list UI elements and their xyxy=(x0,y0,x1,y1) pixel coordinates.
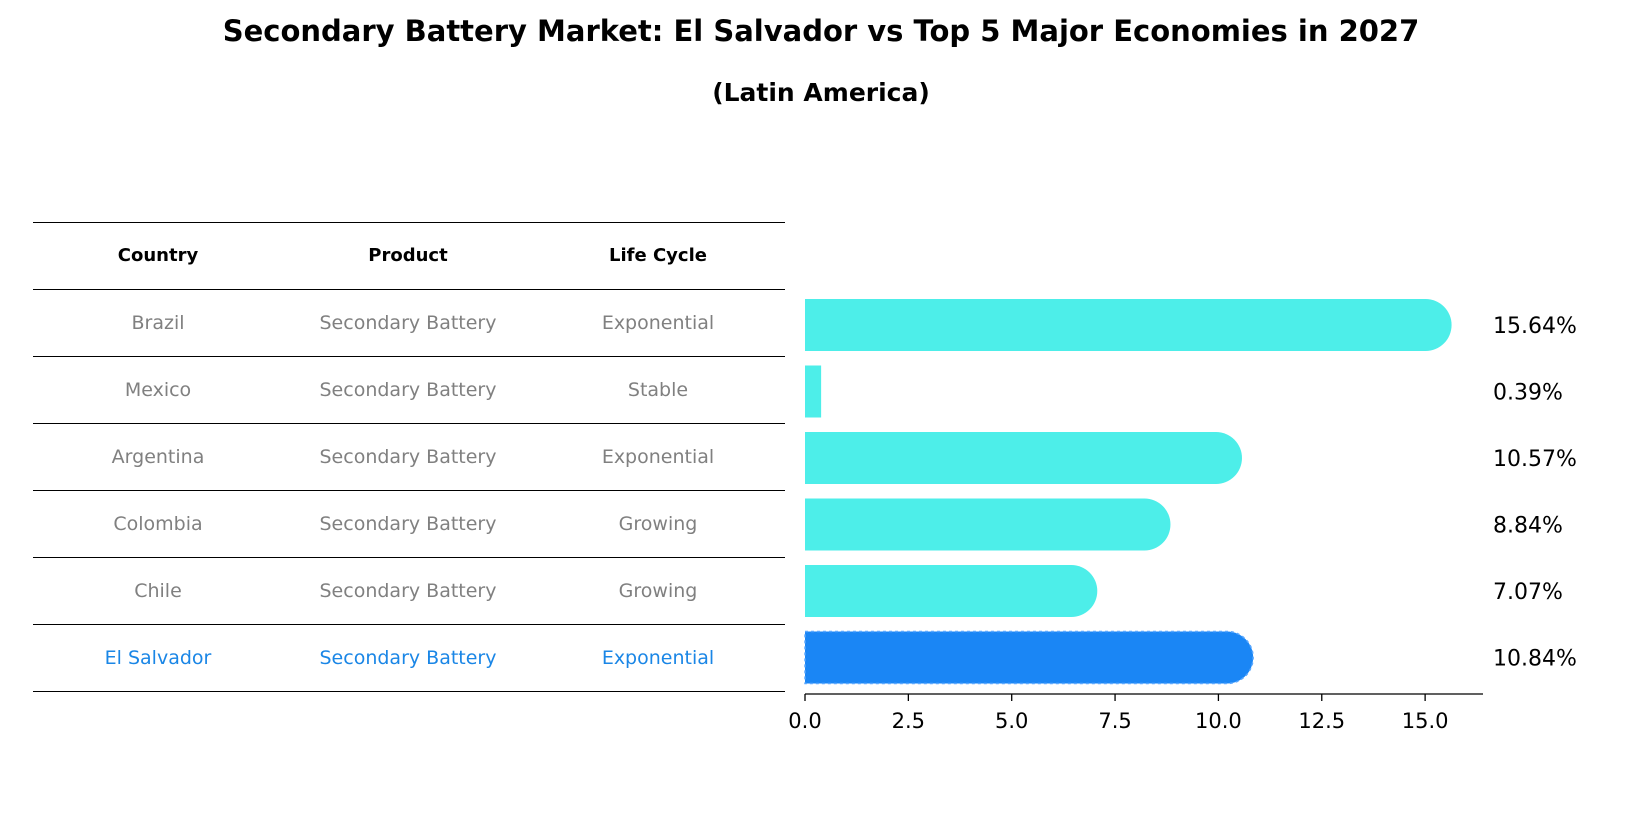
country-cell: Colombia xyxy=(113,513,203,535)
life-cycle-cell: Exponential xyxy=(601,647,715,669)
header-life-cycle: Life Cycle xyxy=(609,245,707,266)
country-cell: El Salvador xyxy=(104,647,212,669)
life-cycle-cell: Exponential xyxy=(601,312,715,334)
country-cell: Mexico xyxy=(124,379,192,401)
life-cycle-cell: Growing xyxy=(618,513,698,535)
product-cell: Secondary Battery xyxy=(319,580,497,602)
life-cycle-cell: Stable xyxy=(627,379,689,401)
x-tick-label: 7.5 xyxy=(1098,709,1131,733)
x-tick-label: 15.0 xyxy=(1402,709,1449,733)
bar-chile xyxy=(805,565,1098,617)
x-tick-label: 2.5 xyxy=(892,709,925,733)
chart-title: Secondary Battery Market: El Salvador vs… xyxy=(222,14,1420,48)
value-label: 15.64% xyxy=(1493,314,1577,339)
x-tick-label: 5.0 xyxy=(995,709,1028,733)
life-cycle-cell: Exponential xyxy=(601,446,715,468)
x-tick-label: 10.0 xyxy=(1195,709,1242,733)
country-cell: Chile xyxy=(134,580,182,602)
header-product: Product xyxy=(368,245,448,266)
product-cell: Secondary Battery xyxy=(319,446,497,468)
product-cell: Secondary Battery xyxy=(319,647,497,669)
bar-colombia xyxy=(805,498,1171,551)
value-label: 7.07% xyxy=(1493,580,1563,605)
table-row: Brazil Secondary Battery Exponential xyxy=(33,289,785,356)
header-country: Country xyxy=(117,245,199,266)
bar-mexico xyxy=(805,365,822,418)
chart-subtitle: (Latin America) xyxy=(712,78,930,107)
table-row: Mexico Secondary Battery Stable xyxy=(33,356,785,423)
table-row: Colombia Secondary Battery Growing xyxy=(33,490,785,557)
table-row: Argentina Secondary Battery Exponential xyxy=(33,423,785,490)
country-cell: Brazil xyxy=(131,312,185,334)
table-row-highlight: El Salvador Secondary Battery Exponentia… xyxy=(33,624,785,692)
table-header-row: Country Product Life Cycle xyxy=(33,222,785,289)
bar-el-salvador xyxy=(804,630,1254,685)
product-cell: Secondary Battery xyxy=(319,379,497,401)
value-label: 10.84% xyxy=(1493,647,1577,672)
product-cell: Secondary Battery xyxy=(319,513,497,535)
value-label: 8.84% xyxy=(1493,514,1563,539)
product-cell: Secondary Battery xyxy=(319,312,497,334)
bar-brazil xyxy=(805,299,1452,351)
info-table: Country Product Life Cycle Brazil Second… xyxy=(33,222,785,692)
value-label: 10.57% xyxy=(1493,447,1577,472)
bar-argentina xyxy=(805,432,1242,484)
country-cell: Argentina xyxy=(111,446,205,468)
table-row: Chile Secondary Battery Growing xyxy=(33,557,785,624)
life-cycle-cell: Growing xyxy=(618,580,698,602)
x-tick-label: 0.0 xyxy=(788,709,821,733)
x-tick-label: 12.5 xyxy=(1298,709,1345,733)
value-label: 0.39% xyxy=(1493,381,1563,406)
